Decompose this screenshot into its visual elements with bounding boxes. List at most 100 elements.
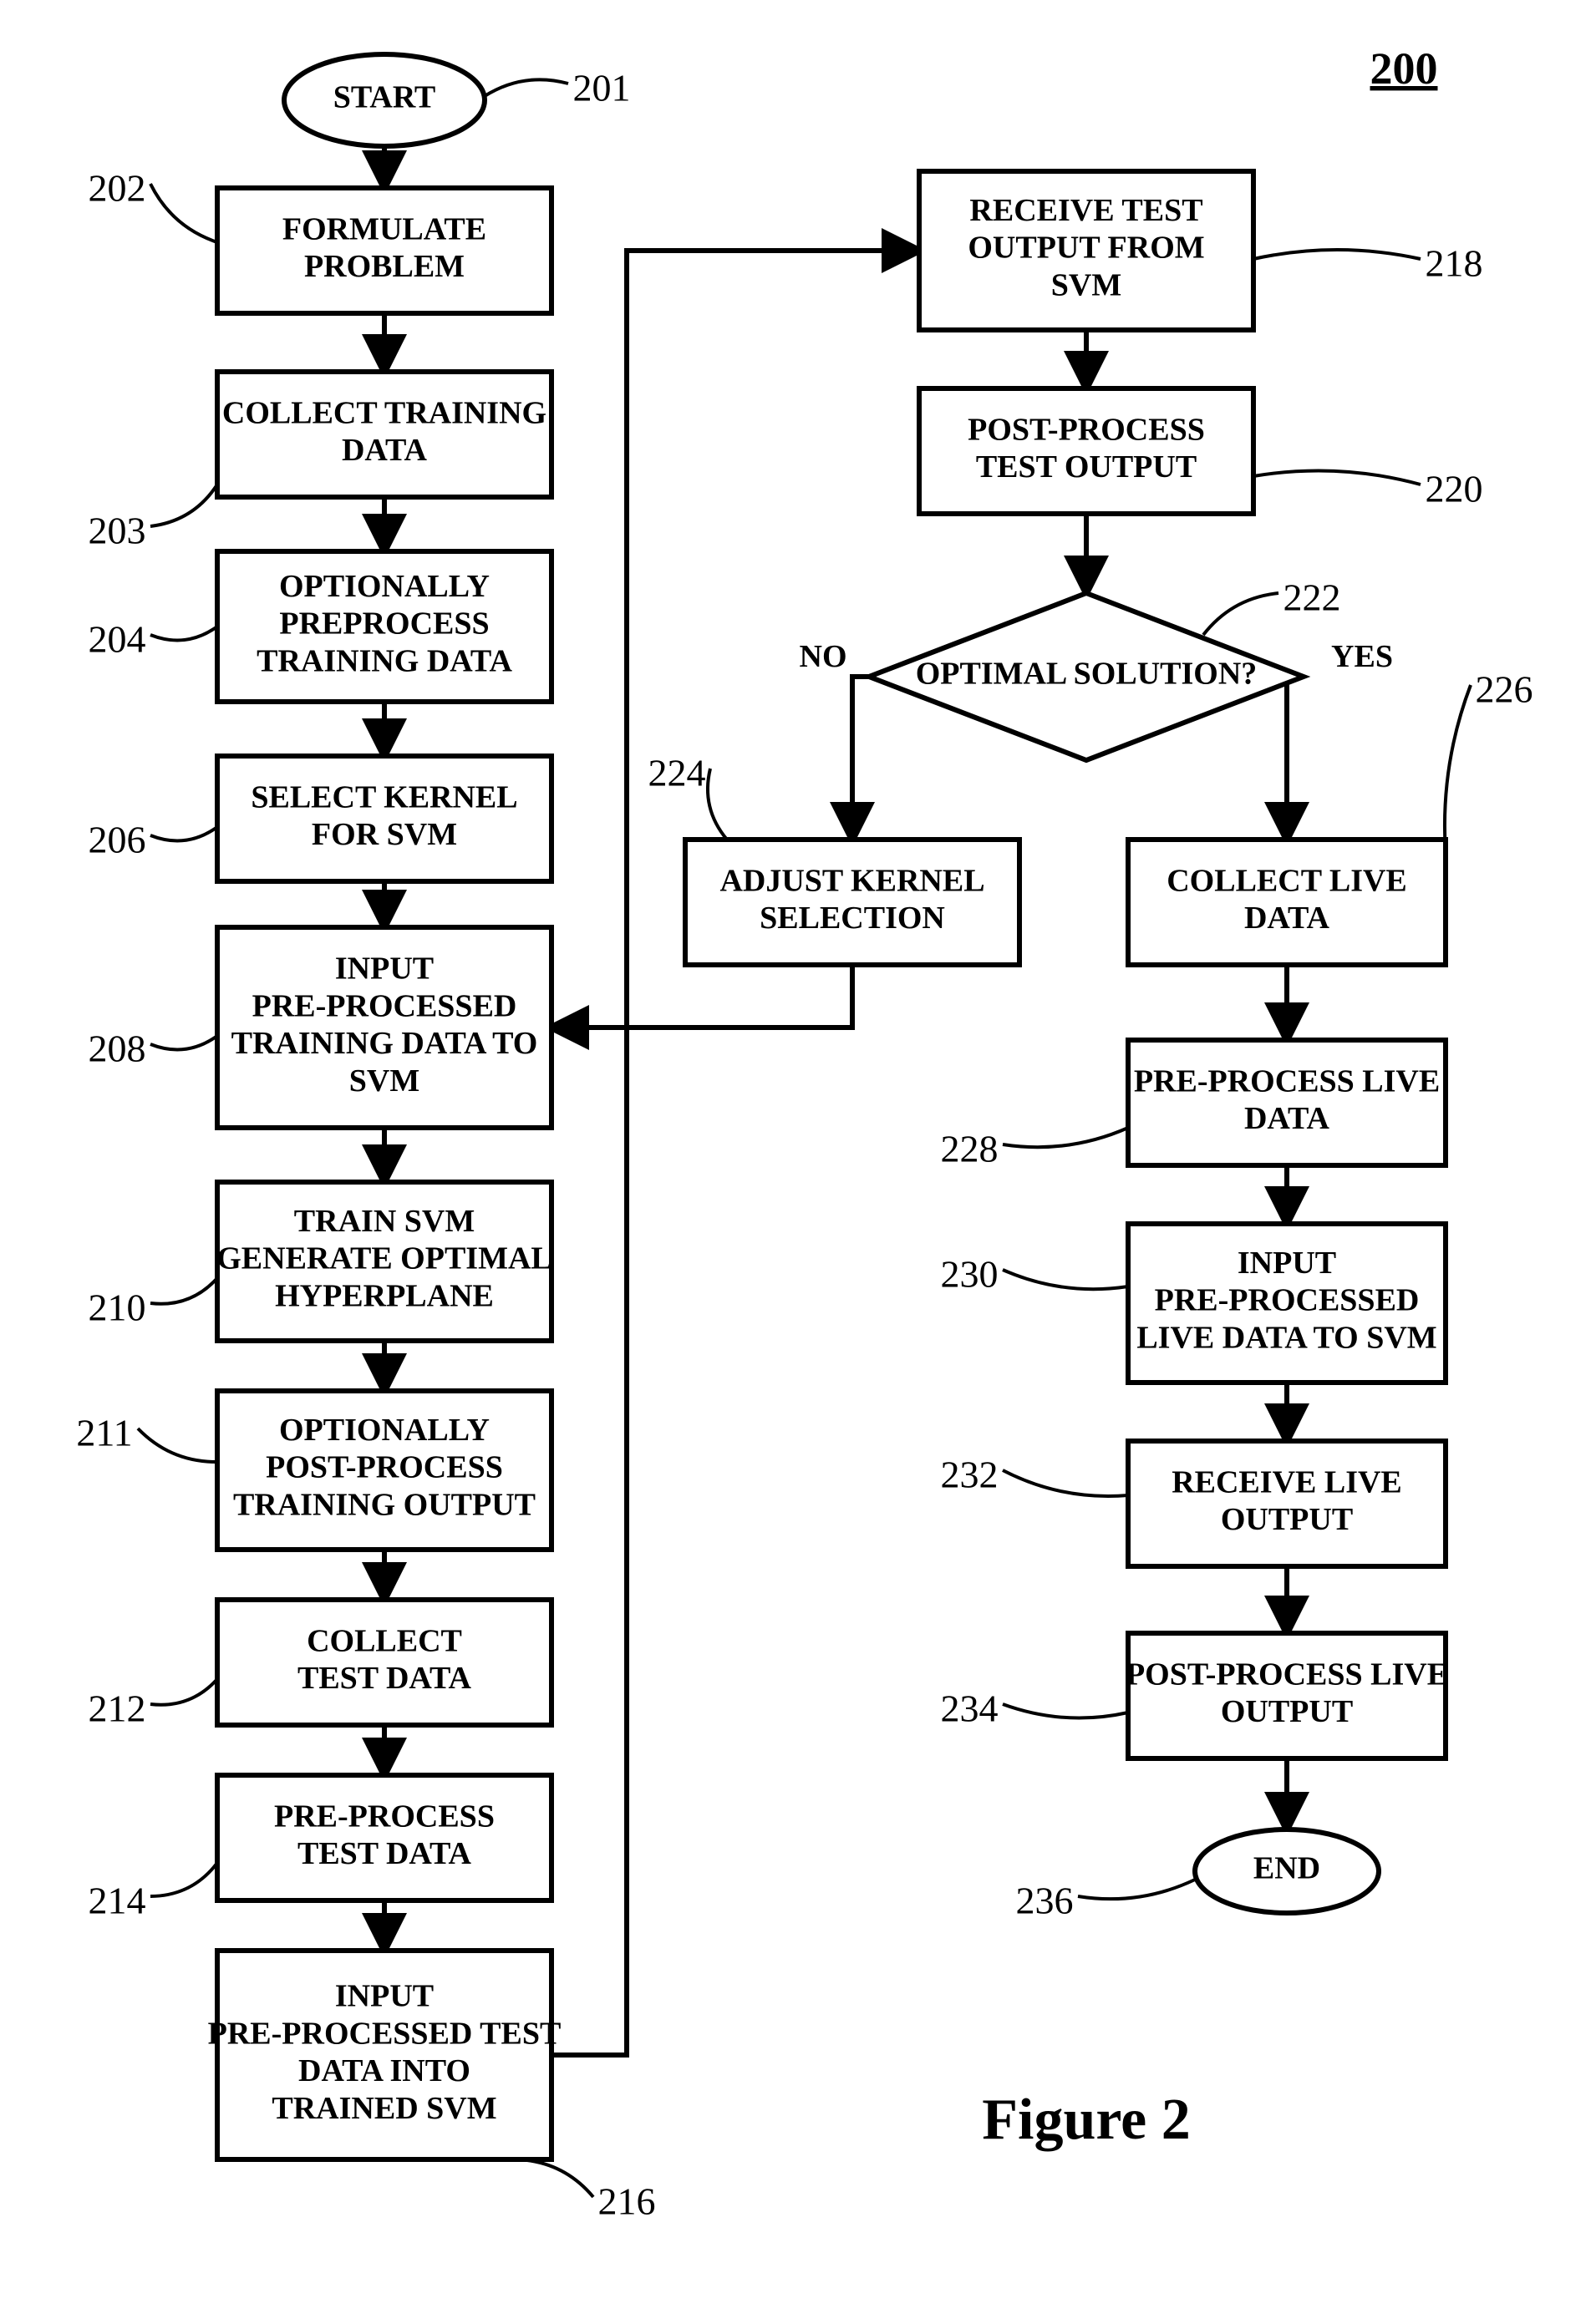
ref-leader xyxy=(518,2159,593,2197)
ref-label: 214 xyxy=(89,1880,146,1922)
ref-label: 228 xyxy=(941,1128,999,1170)
svg-text:POST-PROCESS LIVE: POST-PROCESS LIVE xyxy=(1126,1657,1448,1692)
svg-text:DATA: DATA xyxy=(1244,1101,1330,1136)
ref-leader xyxy=(150,485,217,526)
svg-text:INPUT: INPUT xyxy=(335,951,434,986)
svg-text:INPUT: INPUT xyxy=(1238,1246,1336,1281)
svg-text:TRAINING DATA TO: TRAINING DATA TO xyxy=(231,1026,538,1061)
svg-text:DATA: DATA xyxy=(342,433,428,468)
ref-label: 224 xyxy=(648,752,706,794)
svg-text:TEST OUTPUT: TEST OUTPUT xyxy=(976,449,1197,485)
svg-text:OUTPUT: OUTPUT xyxy=(1221,1502,1353,1537)
ref-label: 210 xyxy=(89,1286,146,1329)
ref-leader xyxy=(1078,1880,1195,1899)
ref-label: 211 xyxy=(76,1412,132,1454)
svg-text:PRE-PROCESSED: PRE-PROCESSED xyxy=(252,988,517,1023)
svg-text:GENERATE OPTIMAL: GENERATE OPTIMAL xyxy=(216,1241,552,1276)
ref-label: 218 xyxy=(1426,242,1483,285)
decision-yes-edge xyxy=(1287,677,1304,840)
svg-text:OPTIONALLY: OPTIONALLY xyxy=(279,569,490,604)
svg-text:ADJUST KERNEL: ADJUST KERNEL xyxy=(719,863,984,898)
ref-leader xyxy=(150,184,217,242)
ref-leader xyxy=(150,1036,217,1049)
ref-leader xyxy=(138,1428,217,1462)
svg-text:OPTIMAL SOLUTION?: OPTIMAL SOLUTION? xyxy=(916,657,1258,692)
svg-text:COLLECT: COLLECT xyxy=(307,1623,462,1658)
svg-text:PRE-PROCESS LIVE: PRE-PROCESS LIVE xyxy=(1134,1063,1440,1099)
svg-text:SELECT KERNEL: SELECT KERNEL xyxy=(251,779,517,814)
svg-text:SELECTION: SELECTION xyxy=(760,901,945,936)
svg-text:COLLECT TRAINING: COLLECT TRAINING xyxy=(222,395,546,430)
svg-text:DATA: DATA xyxy=(1244,901,1330,936)
svg-text:TRAINING DATA: TRAINING DATA xyxy=(257,644,512,679)
svg-text:END: END xyxy=(1253,1851,1320,1886)
svg-text:TRAINED SVM: TRAINED SVM xyxy=(272,2091,496,2126)
ref-label: 216 xyxy=(598,2180,656,2223)
flowchart-figure: STARTFORMULATEPROBLEMCOLLECT TRAININGDAT… xyxy=(0,0,1591,2324)
figure-number: 200 xyxy=(1370,43,1438,94)
svg-text:PRE-PROCESSED: PRE-PROCESSED xyxy=(1155,1283,1420,1318)
ref-leader xyxy=(150,1679,217,1705)
ref-leader xyxy=(150,1278,217,1304)
ref-label: 201 xyxy=(573,67,631,109)
no-label: NO xyxy=(800,639,847,674)
svg-text:TEST DATA: TEST DATA xyxy=(297,1661,472,1696)
svg-text:TRAINING OUTPUT: TRAINING OUTPUT xyxy=(233,1488,536,1523)
svg-text:RECEIVE TEST: RECEIVE TEST xyxy=(969,193,1202,228)
ref-leader xyxy=(1003,1128,1128,1147)
flow-edge xyxy=(552,251,919,2055)
ref-label: 206 xyxy=(89,819,146,861)
ref-leader xyxy=(150,827,217,840)
ref-leader xyxy=(150,1863,217,1896)
svg-text:PROBLEM: PROBLEM xyxy=(304,249,465,284)
svg-text:TRAIN SVM: TRAIN SVM xyxy=(294,1204,475,1239)
ref-leader xyxy=(708,769,727,840)
decision-no-edge xyxy=(852,677,869,840)
svg-text:RECEIVE LIVE: RECEIVE LIVE xyxy=(1172,1464,1402,1499)
ref-label: 202 xyxy=(89,167,146,210)
ref-leader xyxy=(485,79,568,96)
ref-label: 234 xyxy=(941,1687,999,1730)
ref-leader xyxy=(1003,1270,1128,1289)
ref-label: 212 xyxy=(89,1687,146,1730)
ref-label: 222 xyxy=(1283,576,1341,619)
ref-leader xyxy=(1253,470,1421,485)
ref-leader xyxy=(1003,1704,1128,1718)
svg-text:SVM: SVM xyxy=(1051,268,1121,303)
svg-text:COLLECT LIVE: COLLECT LIVE xyxy=(1167,863,1407,898)
svg-text:PRE-PROCESSED TEST: PRE-PROCESSED TEST xyxy=(208,2016,562,2051)
ref-leader xyxy=(1203,593,1278,635)
svg-text:HYPERPLANE: HYPERPLANE xyxy=(275,1279,494,1314)
yes-label: YES xyxy=(1331,639,1393,674)
svg-text:DATA INTO: DATA INTO xyxy=(298,2053,470,2088)
ref-label: 203 xyxy=(89,510,146,552)
ref-leader xyxy=(1003,1470,1128,1496)
svg-text:FORMULATE: FORMULATE xyxy=(282,211,486,246)
svg-text:LIVE DATA TO SVM: LIVE DATA TO SVM xyxy=(1136,1321,1436,1356)
svg-text:TEST DATA: TEST DATA xyxy=(297,1836,472,1871)
ref-label: 204 xyxy=(89,618,146,661)
svg-text:OUTPUT: OUTPUT xyxy=(1221,1694,1353,1729)
ref-label: 220 xyxy=(1426,468,1483,510)
svg-text:POST-PROCESS: POST-PROCESS xyxy=(266,1450,503,1485)
ref-label: 226 xyxy=(1476,668,1533,711)
svg-text:OPTIONALLY: OPTIONALLY xyxy=(279,1413,490,1448)
svg-text:INPUT: INPUT xyxy=(335,1978,434,2013)
nodes-layer: STARTFORMULATEPROBLEMCOLLECT TRAININGDAT… xyxy=(208,54,1448,2159)
svg-text:PREPROCESS: PREPROCESS xyxy=(279,606,489,642)
ref-label: 230 xyxy=(941,1253,999,1296)
ref-leader xyxy=(150,627,217,640)
ref-leader xyxy=(1445,685,1471,852)
svg-text:FOR SVM: FOR SVM xyxy=(312,817,457,852)
svg-text:OUTPUT FROM: OUTPUT FROM xyxy=(968,231,1204,266)
svg-text:START: START xyxy=(333,80,436,115)
figure-label: Figure 2 xyxy=(982,2088,1191,2152)
ref-leader xyxy=(1253,250,1421,259)
svg-text:POST-PROCESS: POST-PROCESS xyxy=(968,412,1205,447)
ref-label: 232 xyxy=(941,1454,999,1496)
ref-label: 236 xyxy=(1016,1880,1074,1922)
svg-text:SVM: SVM xyxy=(349,1063,419,1099)
loop-edge xyxy=(552,965,852,1028)
ref-label: 208 xyxy=(89,1028,146,1070)
svg-text:PRE-PROCESS: PRE-PROCESS xyxy=(274,1799,495,1834)
